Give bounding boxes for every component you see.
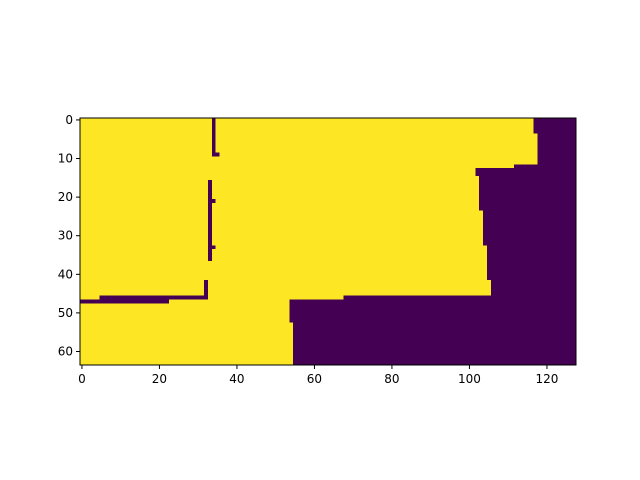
heatmap-region-15 <box>211 245 216 250</box>
heatmap-region-1 <box>537 133 576 165</box>
x-axis: 0 20 40 60 80 100 120 <box>78 365 558 386</box>
x-tick-label: 120 <box>535 372 558 386</box>
heatmap-region-5 <box>483 210 576 246</box>
heatmap-region-6 <box>486 245 576 281</box>
heatmap-region-14 <box>211 199 216 203</box>
y-tick-label: 60 <box>58 344 73 358</box>
axes-frame <box>79 117 577 366</box>
heatmap-region-4 <box>479 175 576 211</box>
x-tick-label: 20 <box>152 372 167 386</box>
x-tick-label: 60 <box>307 372 322 386</box>
x-tick-label: 80 <box>384 372 399 386</box>
heatmap-region-12 <box>215 152 220 157</box>
heatmap-region-17 <box>99 295 208 300</box>
x-tick-label: 40 <box>229 372 244 386</box>
plot-area <box>79 117 577 366</box>
y-tick-label: 20 <box>58 190 73 204</box>
y-tick-label: 30 <box>58 229 73 243</box>
y-axis: 0 10 20 30 40 50 60 <box>58 113 80 358</box>
x-tick-label: 0 <box>78 372 86 386</box>
heatmap-region-11 <box>211 118 216 157</box>
heatmap-region-13 <box>207 179 212 261</box>
y-tick-label: 40 <box>58 267 73 281</box>
heatmap-region-10 <box>293 322 576 365</box>
heatmap-region-0 <box>533 118 576 134</box>
heatmap-region-16 <box>204 280 208 296</box>
heatmap-region-2 <box>514 164 576 169</box>
y-tick-label: 50 <box>58 306 73 320</box>
heatmap-region-8 <box>343 295 576 300</box>
heatmap-region-9 <box>289 299 576 323</box>
x-tick-label: 100 <box>458 372 481 386</box>
heatmap-region-18 <box>80 299 170 304</box>
heatmap-cells <box>80 118 576 365</box>
heatmap-region-7 <box>490 280 576 296</box>
y-tick-label: 10 <box>58 152 73 166</box>
y-tick-label: 0 <box>65 113 73 127</box>
heatmap-region-3 <box>475 168 576 176</box>
